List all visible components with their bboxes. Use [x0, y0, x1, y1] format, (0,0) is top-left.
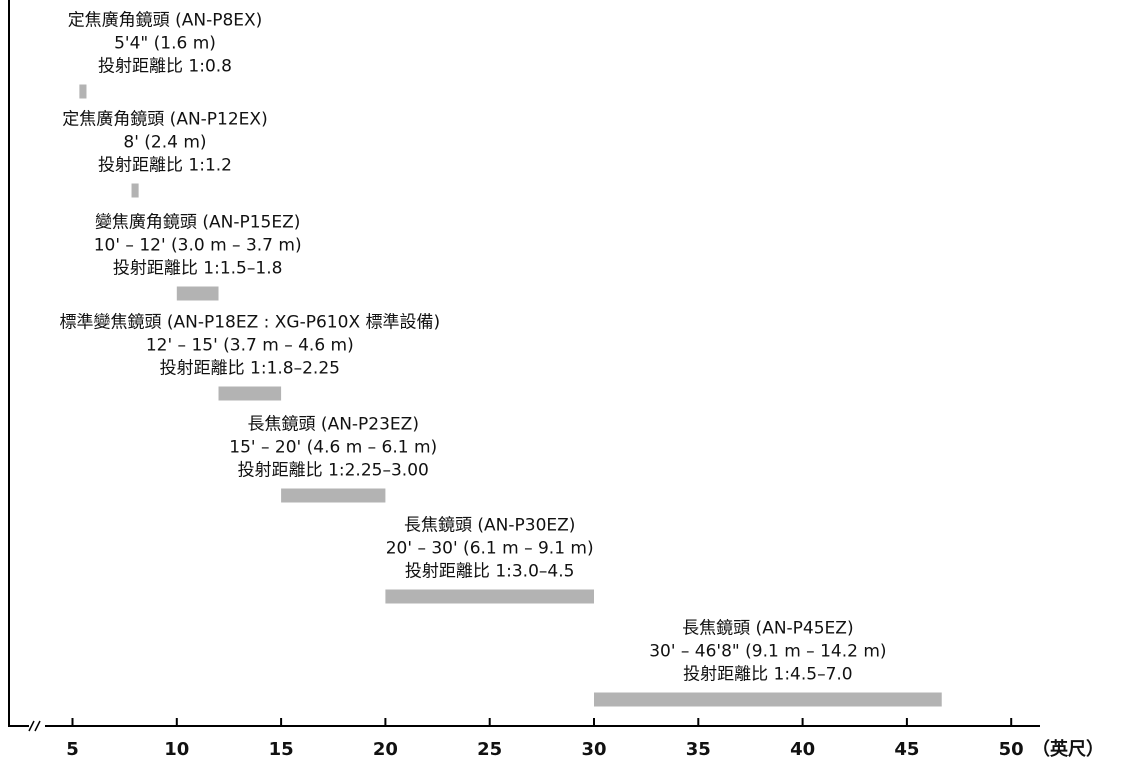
x-tick-label: 45 [894, 739, 919, 760]
axis-break-icon [28, 720, 41, 732]
x-tick-label: 5 [66, 739, 79, 760]
lens-name-label: 長焦鏡頭 (AN-P45EZ) [682, 619, 853, 639]
lens-name-label: 長焦鏡頭 (AN-P23EZ) [248, 415, 419, 435]
lens-range-bar [281, 488, 386, 503]
x-tick-label: 15 [269, 739, 294, 760]
x-tick-label: 10 [164, 739, 189, 760]
throw-ratio-label: 投射距離比 1:0.8 [98, 57, 232, 77]
lens-name-label: 長焦鏡頭 (AN-P30EZ) [404, 516, 575, 536]
lens-labels: 定焦廣角鏡頭 (AN-P8EX) 5'4" (1.6 m) 投射距離比 1:0.8 定… [59, 11, 886, 685]
lens-name-label: 變焦廣角鏡頭 (AN-P15EZ) [95, 213, 300, 233]
lens-range-bar [594, 692, 942, 707]
lens-range-bar [176, 286, 219, 301]
throw-ratio-label: 投射距離比 1:1.2 [98, 156, 232, 176]
distance-label: 15' – 20' (4.6 m – 6.1 m) [229, 438, 437, 458]
distance-label: 5'4" (1.6 m) [114, 34, 216, 54]
x-tick-label: 35 [686, 739, 711, 760]
x-tick-label: 20 [373, 739, 398, 760]
throw-ratio-label: 投射距離比 1:1.8–2.25 [160, 359, 340, 379]
distance-label: 12' – 15' (3.7 m – 4.6 m) [146, 336, 354, 356]
x-tick-label: 30 [581, 739, 606, 760]
throw-ratio-label: 投射距離比 1:1.5–1.8 [113, 259, 283, 279]
distance-label: 10' – 12' (3.0 m – 3.7 m) [94, 236, 302, 256]
distance-label: 20' – 30' (6.1 m – 9.1 m) [386, 539, 594, 559]
x-tick-label: 25 [477, 739, 502, 760]
x-axis-ticks [71, 718, 1013, 726]
lens-range-bar [218, 386, 282, 401]
x-tick-label: 40 [790, 739, 815, 760]
x-axis-tick-labels: 5 10 15 20 25 30 35 40 45 50 [66, 739, 1023, 760]
lens-name-label: 定焦廣角鏡頭 (AN-P8EX) [68, 11, 263, 31]
x-axis-unit-label: （英尺） [1032, 738, 1104, 760]
lens-range-bar [79, 84, 87, 99]
x-tick-label: 50 [999, 739, 1024, 760]
lens-bars [79, 84, 942, 707]
lens-name-label: 標準變焦鏡頭 (AN-P18EZ : XG-P610X 標準設備) [59, 313, 440, 333]
lens-range-bar [385, 589, 594, 604]
throw-ratio-label: 投射距離比 1:4.5–7.0 [683, 665, 853, 685]
lens-name-label: 定焦廣角鏡頭 (AN-P12EX) [62, 110, 267, 130]
distance-label: 30' – 46'8" (9.1 m – 14.2 m) [649, 642, 886, 662]
throw-ratio-label: 投射距離比 1:3.0–4.5 [405, 562, 575, 582]
lens-range-bar [131, 183, 139, 198]
distance-label: 8' (2.4 m) [123, 133, 206, 153]
throw-ratio-label: 投射距離比 1:2.25–3.00 [238, 461, 429, 481]
